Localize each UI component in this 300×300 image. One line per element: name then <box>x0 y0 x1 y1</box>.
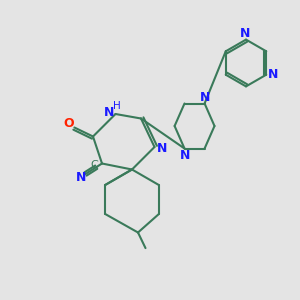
Text: N: N <box>157 142 167 155</box>
Text: N: N <box>76 171 86 184</box>
Text: O: O <box>63 117 74 130</box>
Text: C: C <box>91 160 99 170</box>
Text: N: N <box>268 68 278 81</box>
Text: N: N <box>200 91 211 104</box>
Text: H: H <box>113 101 121 111</box>
Text: N: N <box>240 27 250 40</box>
Text: N: N <box>104 106 114 119</box>
Text: N: N <box>180 148 190 162</box>
